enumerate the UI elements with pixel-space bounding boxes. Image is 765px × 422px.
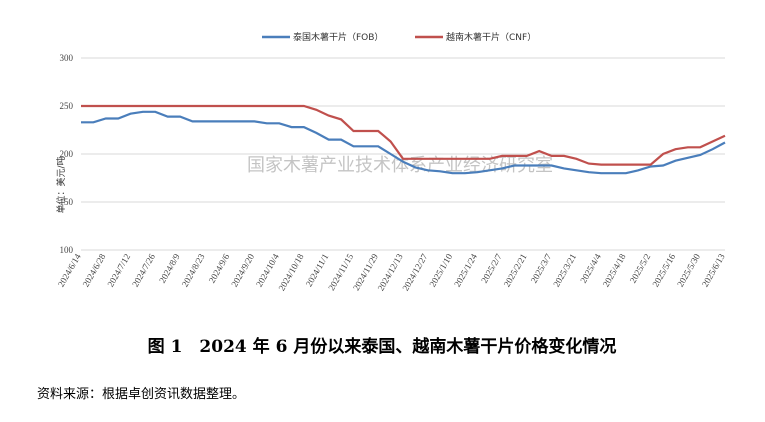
source-note: 资料来源：根据卓创资讯数据整理。 <box>37 387 245 402</box>
legend-label: 泰国木薯干片（FOB） <box>293 31 383 43</box>
legend-label: 越南木薯干片（CNF） <box>446 31 536 43</box>
y-tick-label: 200 <box>60 149 74 159</box>
x-tick-label: 2024/8/9 <box>157 252 182 285</box>
x-tick-label: 2024/7/26 <box>130 252 157 289</box>
x-tick-label: 2025/5/2 <box>628 252 653 285</box>
x-tick-label: 2024/12/27 <box>400 252 429 293</box>
y-tick-label: 100 <box>60 245 74 255</box>
x-tick-label: 2025/3/7 <box>529 252 554 285</box>
y-tick-label: 250 <box>60 101 74 111</box>
x-tick-label: 2024/10/4 <box>254 252 281 289</box>
data-line <box>81 110 726 175</box>
x-tick-label: 2025/5/16 <box>650 252 677 289</box>
x-tick-label: 2025/4/18 <box>601 252 628 289</box>
x-tick-label: 2024/6/14 <box>56 252 83 289</box>
data-line <box>81 104 726 166</box>
x-tick-label: 2025/1/10 <box>427 252 454 289</box>
x-tick-label: 2024/11/1 <box>304 252 331 288</box>
x-tick-label: 2025/1/24 <box>452 252 479 289</box>
x-tick-label: 2025/4/4 <box>578 252 603 285</box>
chart-title: 图 1 2024 年 6 月份以来泰国、越南木薯干片价格变化情况 <box>148 336 617 357</box>
x-tick-label: 2025/2/7 <box>479 252 504 285</box>
x-tick-label: 2024/7/12 <box>105 252 132 289</box>
x-tick-label: 2025/6/13 <box>700 252 727 289</box>
x-tick-label: 2025/5/30 <box>675 252 702 289</box>
watermark: 国家木薯产业技术体系产业经济研究室 <box>247 155 553 176</box>
x-tick-label: 2024/6/28 <box>81 252 108 289</box>
y-axis-label: 单位：美元/吨 <box>55 156 67 213</box>
x-tick-label: 2025/2/21 <box>502 252 529 289</box>
x-tick-label: 2024/9/6 <box>207 252 232 285</box>
y-tick-label: 150 <box>60 197 74 207</box>
x-tick-label: 2025/3/21 <box>551 252 578 289</box>
y-tick-label: 300 <box>60 53 74 63</box>
x-tick-label: 2024/9/20 <box>229 252 256 289</box>
x-tick-label: 2024/8/23 <box>180 252 207 289</box>
x-tick-label: 2024/10/18 <box>276 252 305 293</box>
